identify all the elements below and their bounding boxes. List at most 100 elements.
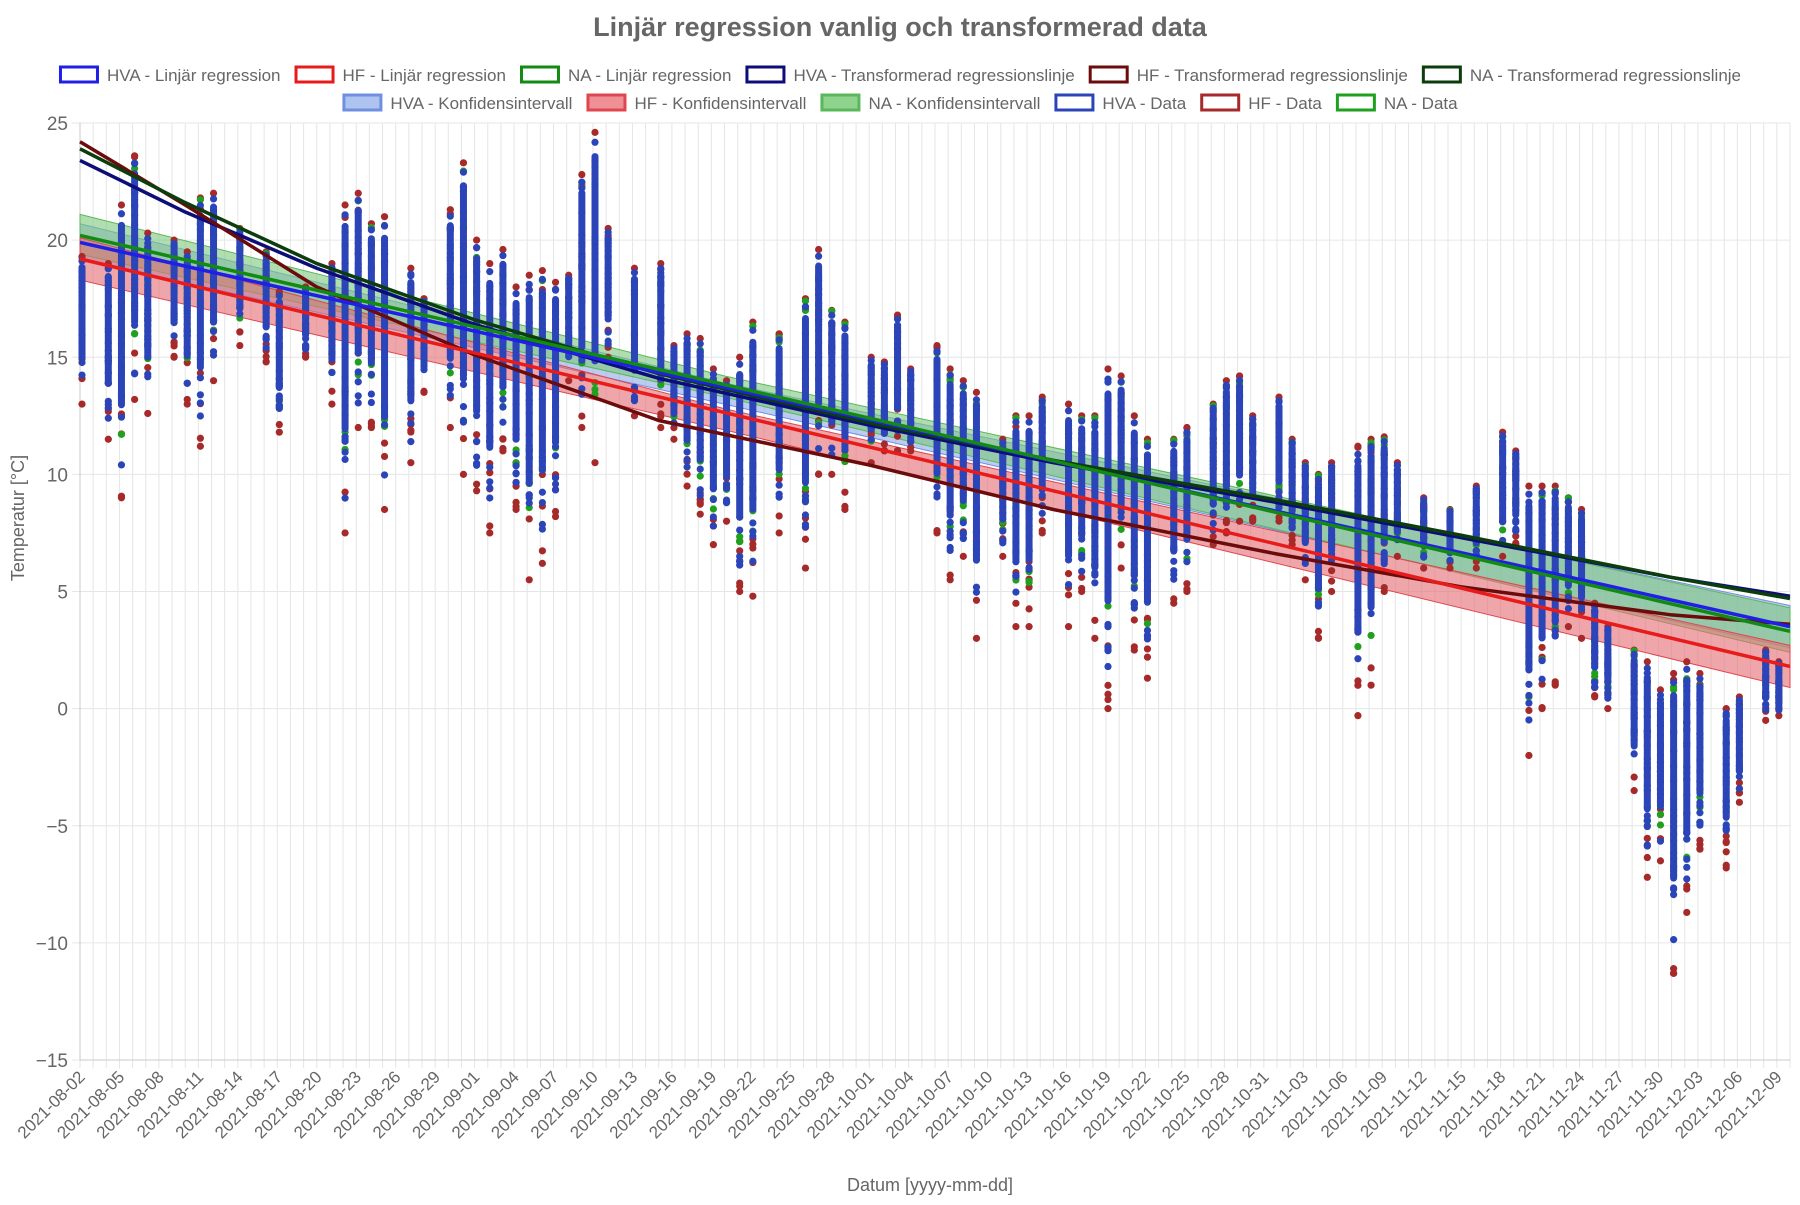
data-point <box>1091 616 1099 624</box>
data-point <box>893 315 902 323</box>
data-point <box>1314 475 1323 483</box>
data-point <box>486 529 494 537</box>
data-point <box>1630 750 1638 758</box>
legend-item: HVA - Konfidensintervall <box>342 93 572 113</box>
data-point <box>538 559 546 567</box>
data-point <box>959 519 967 527</box>
data-point <box>446 212 454 220</box>
data-point <box>354 196 362 204</box>
data-point <box>1183 558 1191 566</box>
data-point <box>499 435 507 443</box>
data-point <box>131 153 139 161</box>
data-point <box>209 195 218 203</box>
data-point <box>341 455 349 464</box>
data-point <box>1183 548 1191 556</box>
data-point <box>473 453 481 461</box>
data-point <box>801 498 810 506</box>
data-point <box>709 513 717 521</box>
data-point <box>144 409 152 418</box>
data-point <box>749 592 757 600</box>
data-point <box>1525 691 1533 700</box>
data-point <box>1446 556 1454 564</box>
data-point <box>683 463 691 471</box>
data-point <box>1170 440 1178 448</box>
data-point <box>209 377 218 385</box>
data-point <box>1314 634 1323 642</box>
data-point <box>131 160 139 168</box>
data-point <box>999 552 1007 560</box>
data-point <box>1670 678 1678 687</box>
data-point <box>749 326 757 334</box>
data-point <box>749 557 757 565</box>
data-point <box>486 484 494 492</box>
data-point <box>328 368 336 377</box>
data-point <box>1564 623 1572 631</box>
data-point <box>459 434 468 443</box>
data-point <box>341 211 349 219</box>
data-point <box>1525 706 1533 715</box>
data-point <box>78 371 86 379</box>
data-point <box>420 366 428 374</box>
data-point <box>1078 584 1086 593</box>
data-point <box>1696 809 1704 817</box>
legend-item: HF - Linjär regression <box>294 65 506 85</box>
data-point <box>815 470 823 478</box>
data-point <box>736 587 744 596</box>
legend-label: NA - Data <box>1384 94 1458 113</box>
data-point <box>1499 432 1507 440</box>
data-point <box>380 439 389 447</box>
data-point <box>1551 632 1559 640</box>
y-axis-label: Temperatur [°C] <box>8 455 28 581</box>
data-point <box>972 596 981 604</box>
data-point <box>1170 557 1178 565</box>
data-point <box>380 420 389 429</box>
data-point <box>1735 779 1743 787</box>
data-point <box>196 374 204 382</box>
data-point <box>328 400 336 408</box>
data-point <box>1643 834 1651 842</box>
data-point <box>1025 412 1033 420</box>
data-point <box>380 213 389 221</box>
data-point <box>1762 705 1770 714</box>
data-point <box>367 226 375 234</box>
data-point <box>867 435 875 444</box>
data-point <box>1564 498 1572 506</box>
data-point <box>1696 818 1704 827</box>
legend-label: HF - Transformerad regressionslinje <box>1137 66 1408 85</box>
data-point <box>209 351 218 359</box>
data-point <box>696 472 704 480</box>
data-point <box>657 423 665 432</box>
data-point <box>1630 773 1638 781</box>
data-point <box>801 535 810 543</box>
data-point <box>1670 936 1678 944</box>
data-point <box>473 487 481 495</box>
data-point <box>828 311 836 319</box>
data-point <box>473 244 481 252</box>
data-point <box>473 461 481 469</box>
data-point <box>512 502 520 510</box>
data-point <box>1525 716 1533 724</box>
data-point <box>1446 564 1454 572</box>
data-point <box>1499 526 1507 534</box>
data-point <box>591 128 599 136</box>
legend-swatch <box>58 65 99 84</box>
data-point <box>1078 417 1086 425</box>
x-axis-label: Datum [yyyy-mm-dd] <box>847 1175 1013 1195</box>
legend-swatch <box>342 93 383 112</box>
data-point <box>1025 623 1033 631</box>
data-point <box>749 519 757 527</box>
data-point <box>1591 692 1599 700</box>
data-point <box>538 520 546 529</box>
data-point <box>1117 564 1125 572</box>
data-point <box>1683 855 1691 863</box>
data-point <box>196 196 204 204</box>
data-point <box>1656 837 1665 845</box>
data-point <box>801 492 810 500</box>
plot-grid <box>72 122 1791 1068</box>
data-point <box>1393 527 1401 536</box>
data-point <box>117 413 126 421</box>
data-point <box>604 337 612 345</box>
data-point <box>1683 665 1691 673</box>
data-point <box>1656 857 1665 865</box>
data-point <box>538 275 546 283</box>
